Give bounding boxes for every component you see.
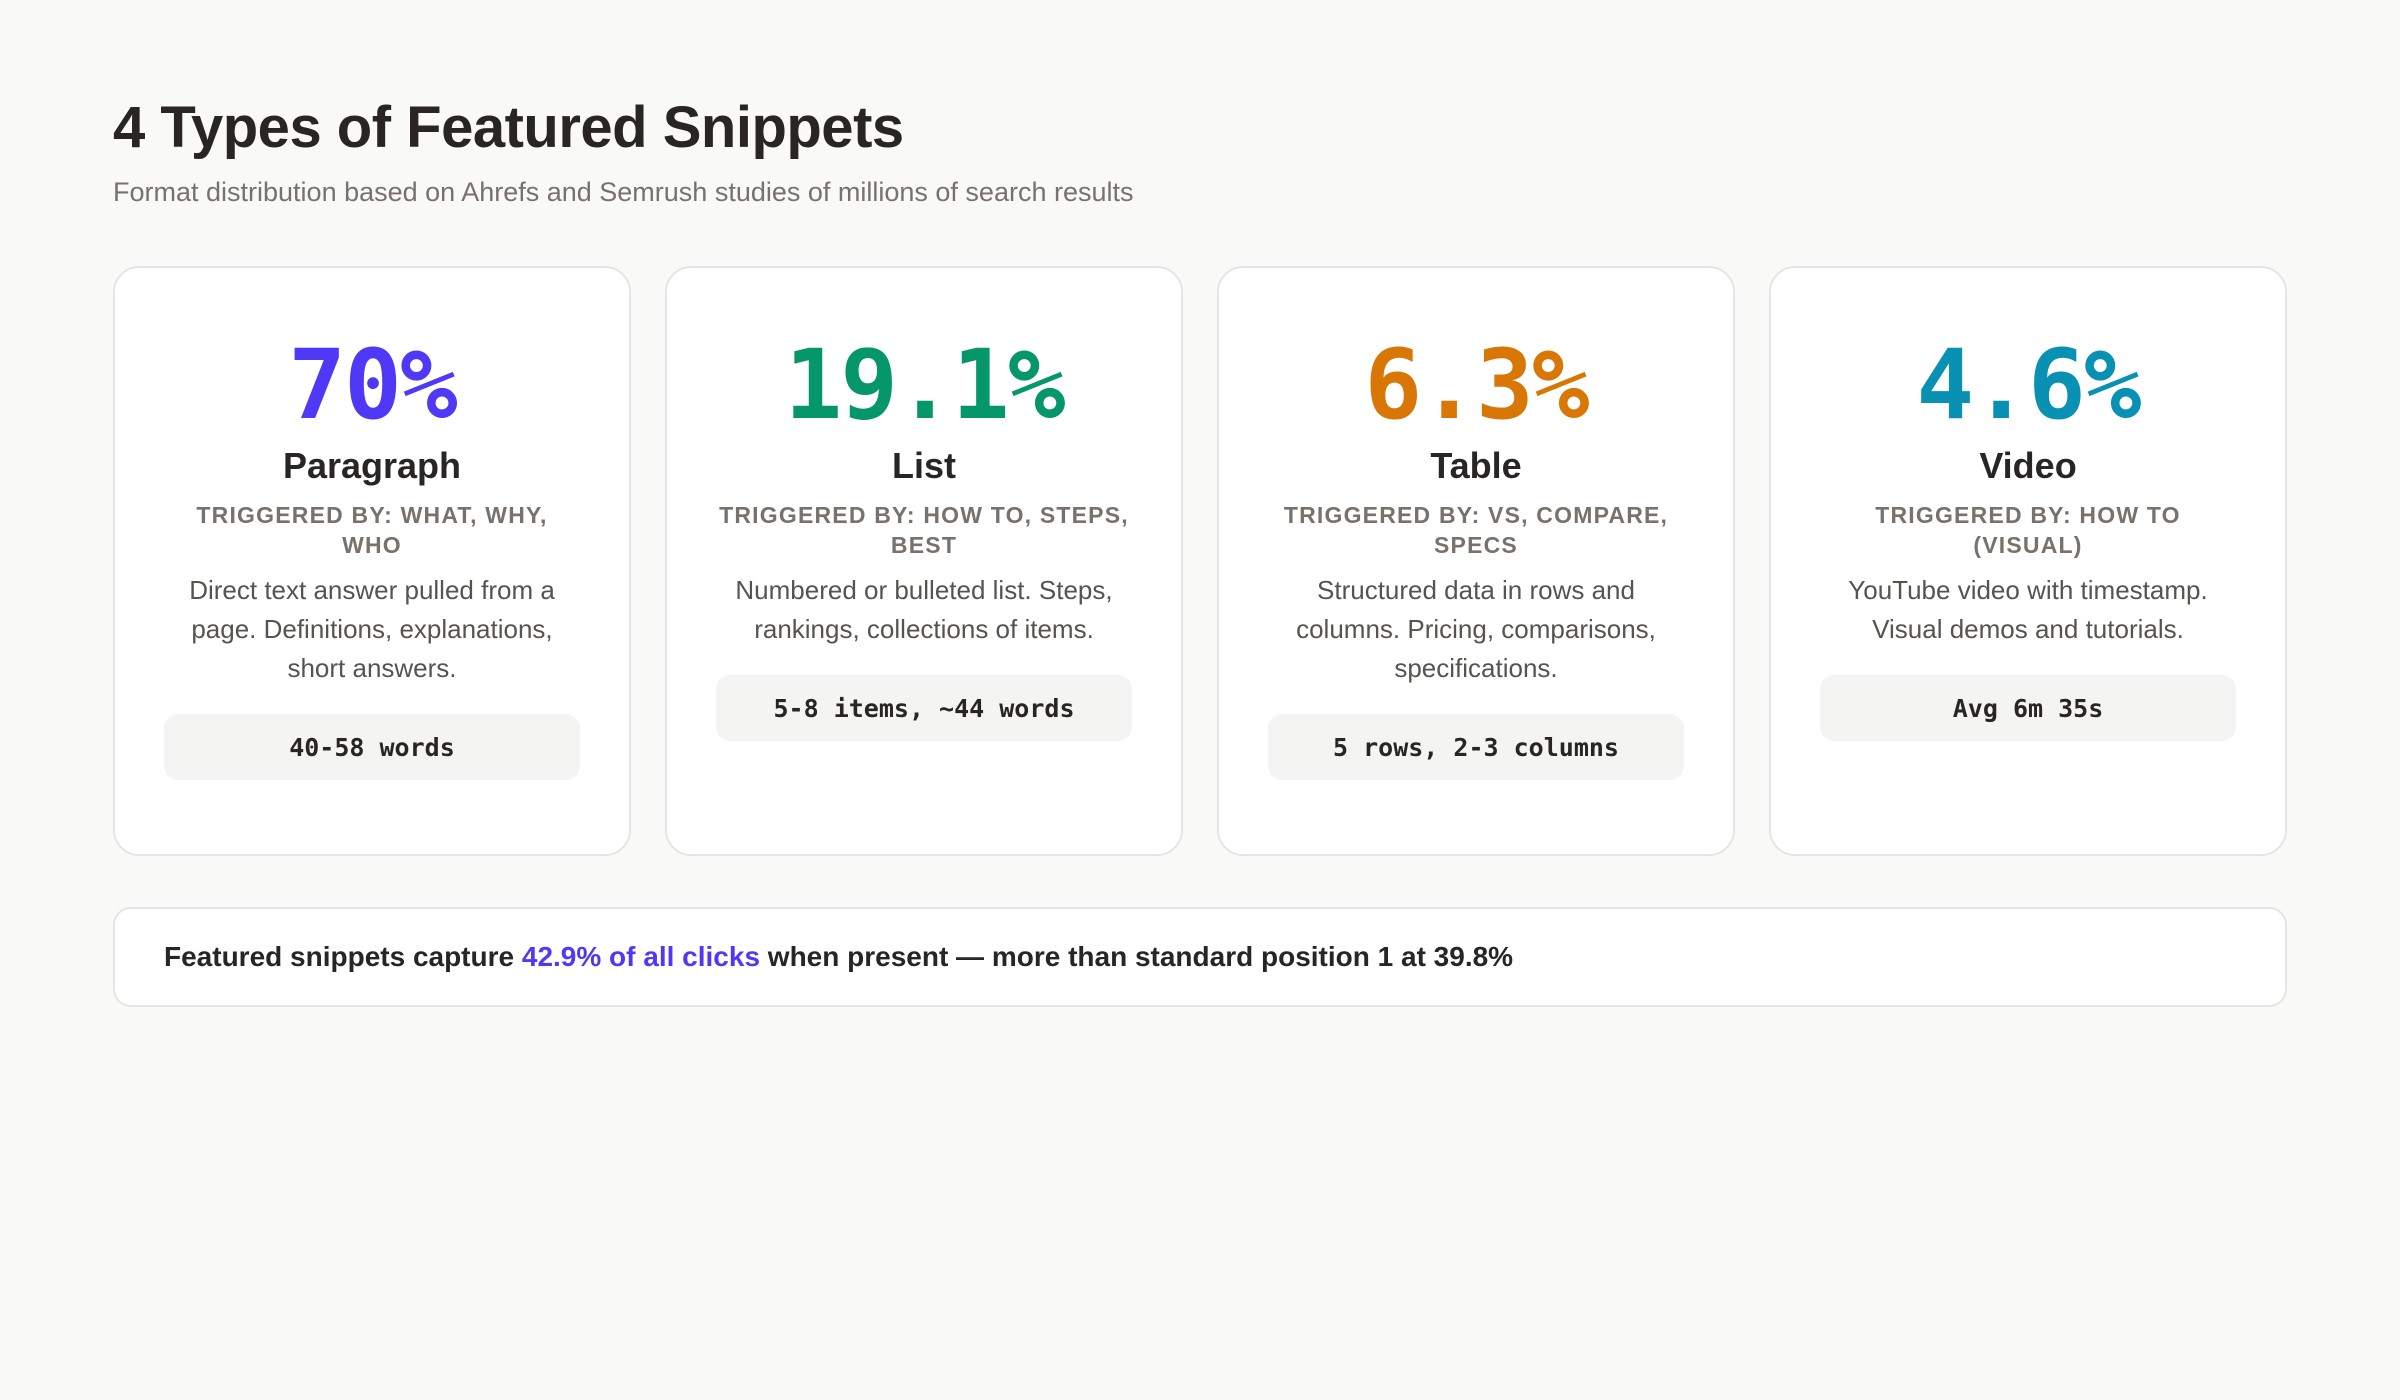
- card-label: Paragraph: [282, 445, 462, 486]
- card-value: 70%: [288, 329, 457, 441]
- card-label: Video: [1979, 445, 2077, 486]
- card-paragraph: 70% Paragraph Triggered by: What, Why, W…: [113, 266, 631, 856]
- card-trigger: Triggered by: How to, Steps, Best: [719, 502, 1129, 558]
- card-video: 4.6% Video Triggered by: How to (visual)…: [1769, 266, 2287, 856]
- card-description: Structured data in rows and columns. Pri…: [1296, 575, 1656, 683]
- page-subtitle: Format distribution based on Ahrefs and …: [113, 177, 1134, 207]
- callout-prefix: Featured snippets capture: [164, 941, 522, 972]
- card-trigger: Triggered by: What, Why, Who: [196, 502, 548, 558]
- card-table: 6.3% Table Triggered by: vs, Compare, Sp…: [1217, 266, 1735, 856]
- card-trigger: Triggered by: How to (visual): [1875, 502, 2181, 558]
- card-value: 4.6%: [1916, 329, 2141, 441]
- card-description: Numbered or bulleted list. Steps, rankin…: [735, 575, 1113, 644]
- page-title: 4 Types of Featured Snippets: [113, 95, 904, 160]
- card-trigger: Triggered by: vs, Compare, Specs: [1283, 502, 1669, 558]
- click-share-callout: Featured snippets capture 42.9% of all c…: [113, 907, 2287, 1007]
- card-description: YouTube video with timestamp. Visual dem…: [1848, 575, 2208, 644]
- snippet-type-cards: 70% Paragraph Triggered by: What, Why, W…: [113, 266, 2287, 856]
- callout-suffix: when present — more than standard positi…: [760, 941, 1514, 972]
- card-description: Direct text answer pulled from a page. D…: [189, 575, 555, 683]
- card-stat-pill: 40-58 words: [164, 714, 580, 780]
- card-label: Table: [1430, 445, 1522, 486]
- card-list: 19.1% List Triggered by: How to, Steps, …: [665, 266, 1183, 856]
- card-stat-pill: 5 rows, 2-3 columns: [1268, 714, 1684, 780]
- card-stat-pill: 5-8 items, ~44 words: [716, 675, 1132, 741]
- callout-highlight: 42.9% of all clicks: [521, 941, 761, 972]
- card-value: 6.3%: [1364, 329, 1589, 441]
- card-label: List: [891, 445, 956, 486]
- card-stat-pill: Avg 6m 35s: [1820, 675, 2236, 741]
- card-value: 19.1%: [784, 329, 1066, 441]
